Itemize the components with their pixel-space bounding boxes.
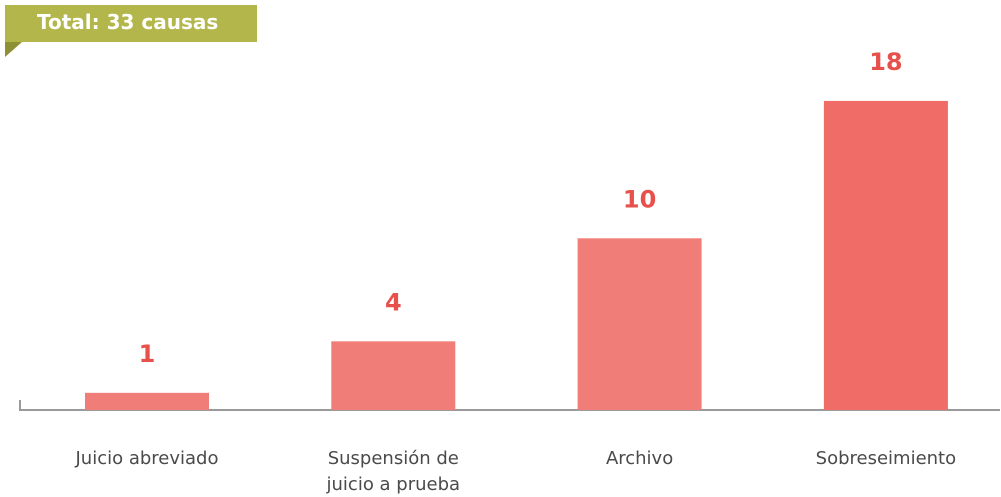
value-label: 18 — [869, 48, 902, 76]
x-tick-label: Archivo — [605, 448, 674, 469]
value-label: 10 — [623, 185, 656, 213]
x-tick-label: Juicio abreviado — [75, 448, 219, 469]
banner-fold — [5, 42, 22, 57]
bar — [823, 100, 948, 410]
x-tick-label: Suspensión de juicio a prueba — [326, 448, 461, 495]
title-banner — [5, 5, 257, 42]
value-label: 4 — [385, 288, 402, 316]
bar — [85, 392, 209, 410]
bar — [577, 238, 702, 410]
x-tick-label: Sobreseimiento — [815, 448, 957, 469]
bar — [331, 341, 456, 410]
value-label: 1 — [139, 340, 156, 368]
chart-title: Total: 33 causas — [37, 10, 219, 34]
